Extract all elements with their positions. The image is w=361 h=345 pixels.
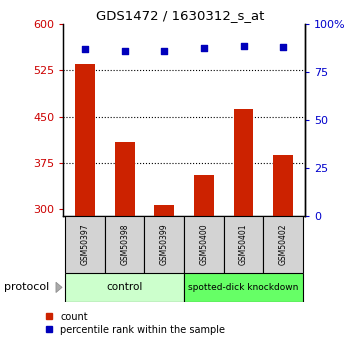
Point xyxy=(161,48,167,54)
Polygon shape xyxy=(56,282,62,293)
Bar xyxy=(115,141,135,216)
Bar xyxy=(155,205,174,216)
Point xyxy=(82,46,88,52)
Text: control: control xyxy=(106,282,143,292)
Bar xyxy=(224,216,264,273)
Text: GSM50402: GSM50402 xyxy=(279,223,288,265)
Text: spotted-dick knockdown: spotted-dick knockdown xyxy=(188,283,299,292)
Bar xyxy=(184,216,224,273)
Bar xyxy=(105,216,144,273)
Bar xyxy=(184,273,303,302)
Bar xyxy=(65,216,105,273)
Text: GSM50397: GSM50397 xyxy=(81,223,90,265)
Text: GSM50400: GSM50400 xyxy=(199,223,208,265)
Bar xyxy=(65,273,184,302)
Point xyxy=(280,45,286,50)
Bar xyxy=(144,216,184,273)
Bar xyxy=(194,176,214,216)
Text: GSM50398: GSM50398 xyxy=(120,223,129,265)
Point xyxy=(122,48,127,54)
Text: protocol: protocol xyxy=(4,283,49,292)
Bar xyxy=(264,216,303,273)
Point xyxy=(241,43,247,49)
Bar xyxy=(234,109,253,216)
Text: GDS1472 / 1630312_s_at: GDS1472 / 1630312_s_at xyxy=(96,9,265,22)
Bar xyxy=(273,155,293,216)
Bar xyxy=(75,64,95,216)
Legend: count, percentile rank within the sample: count, percentile rank within the sample xyxy=(41,308,229,338)
Text: GSM50401: GSM50401 xyxy=(239,223,248,265)
Text: GSM50399: GSM50399 xyxy=(160,223,169,265)
Point xyxy=(201,45,207,51)
